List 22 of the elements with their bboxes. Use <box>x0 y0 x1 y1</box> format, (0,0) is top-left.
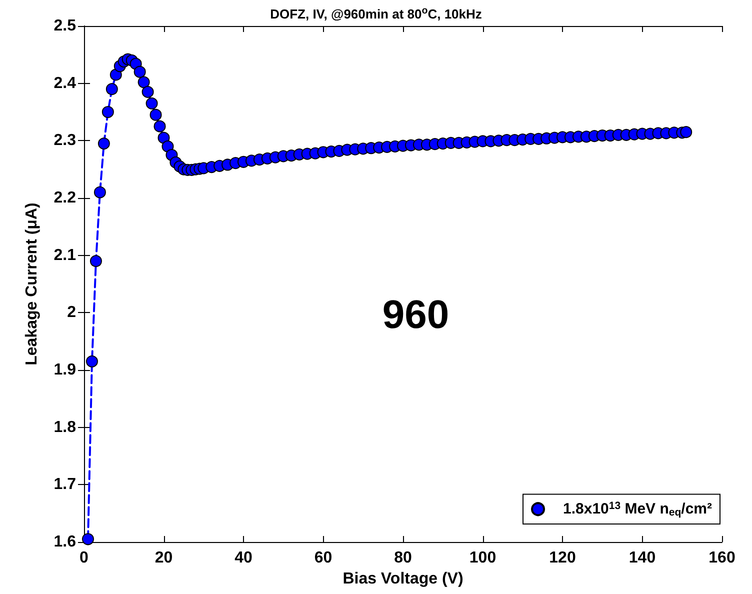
y-tick-label: 1.8 <box>54 418 76 436</box>
y-tick-label: 2 <box>67 304 76 322</box>
x-tick-label: 140 <box>628 550 656 566</box>
y-tick-label: 1.6 <box>54 534 76 550</box>
x-tick-label: 120 <box>549 550 576 566</box>
y-axis-title: Leakage Current (μA) <box>24 202 40 366</box>
y-tick-label: 2.5 <box>54 18 76 34</box>
annotation: 960 <box>382 292 450 337</box>
y-tick-label: 2.2 <box>54 190 76 206</box>
x-tick-label: 80 <box>394 550 412 566</box>
x-tick-label: 160 <box>708 550 736 566</box>
y-tick-label: 2.1 <box>54 246 76 264</box>
x-tick-label: 0 <box>80 550 89 566</box>
y-tick-label: 1.9 <box>54 362 76 378</box>
x-tick-label: 60 <box>314 550 332 566</box>
x-axis-title: Bias Voltage (V) <box>342 570 464 588</box>
y-tick-label: 2.3 <box>54 132 76 150</box>
x-tick-label: 40 <box>234 550 252 566</box>
y-tick-label: 1.7 <box>54 476 76 494</box>
y-tick-label: 2.4 <box>54 74 76 92</box>
x-tick-label: 20 <box>154 550 173 566</box>
x-tick-label: 100 <box>469 550 496 566</box>
